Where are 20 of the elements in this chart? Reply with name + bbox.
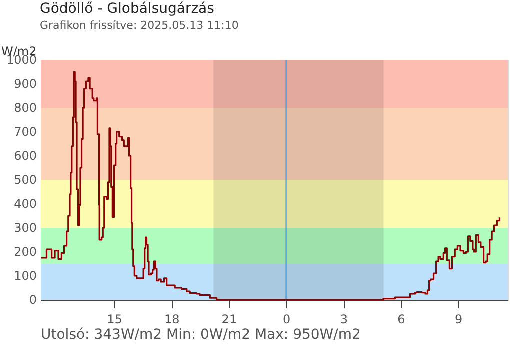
y-tick-label: 700 — [14, 125, 37, 139]
y-tick-label: 400 — [14, 197, 37, 211]
x-tick-label: 6 — [398, 312, 406, 326]
y-tick-label: 200 — [14, 245, 37, 259]
y-tick-label: 100 — [14, 269, 37, 283]
y-tick-label: 800 — [14, 101, 37, 115]
text: Utolsó: 343W/m2 Min: 0W/m2 Max: 950W/m2 — [41, 327, 361, 343]
chart-title: Gödöllő - Globálsugárzás — [40, 1, 214, 17]
x-tick-label: 3 — [340, 312, 348, 326]
chart-subtitle: Grafikon frissítve: 2025.05.13 11:10 — [40, 19, 239, 32]
y-tick-label: 0 — [29, 293, 37, 307]
y-tick-label: 500 — [14, 173, 37, 187]
y-tick-label: 300 — [14, 221, 37, 235]
x-tick-label: 0 — [282, 312, 291, 326]
x-tick-label: 21 — [222, 312, 238, 326]
x-tick-label: 9 — [454, 312, 463, 326]
x-tick-label: 18 — [164, 312, 180, 326]
y-tick-label: 900 — [14, 77, 37, 91]
x-tick-label: 15 — [107, 312, 122, 326]
y-tick-label: 600 — [14, 149, 37, 163]
